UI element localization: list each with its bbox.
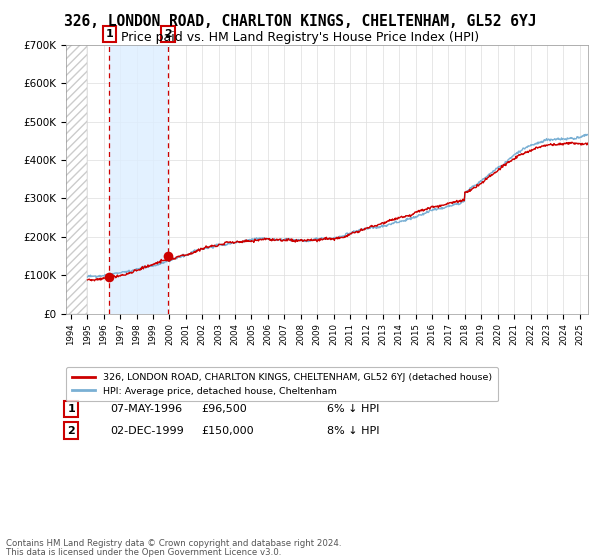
Text: 2: 2 xyxy=(164,29,172,39)
Text: 6% ↓ HPI: 6% ↓ HPI xyxy=(327,404,379,414)
Text: 326, LONDON ROAD, CHARLTON KINGS, CHELTENHAM, GL52 6YJ: 326, LONDON ROAD, CHARLTON KINGS, CHELTE… xyxy=(64,14,536,29)
Text: 02-DEC-1999: 02-DEC-1999 xyxy=(110,426,184,436)
Text: 8% ↓ HPI: 8% ↓ HPI xyxy=(327,426,380,436)
Text: Contains HM Land Registry data © Crown copyright and database right 2024.: Contains HM Land Registry data © Crown c… xyxy=(6,539,341,548)
Bar xyxy=(66,45,88,314)
Text: 1: 1 xyxy=(106,29,113,39)
Text: £150,000: £150,000 xyxy=(202,426,254,436)
Text: Price paid vs. HM Land Registry's House Price Index (HPI): Price paid vs. HM Land Registry's House … xyxy=(121,31,479,44)
Text: 1: 1 xyxy=(67,404,75,414)
Text: £96,500: £96,500 xyxy=(202,404,247,414)
Text: 2: 2 xyxy=(67,426,75,436)
Text: This data is licensed under the Open Government Licence v3.0.: This data is licensed under the Open Gov… xyxy=(6,548,281,557)
Text: 07-MAY-1996: 07-MAY-1996 xyxy=(110,404,182,414)
Legend: 326, LONDON ROAD, CHARLTON KINGS, CHELTENHAM, GL52 6YJ (detached house), HPI: Av: 326, LONDON ROAD, CHARLTON KINGS, CHELTE… xyxy=(66,367,497,402)
Bar xyxy=(109,45,168,314)
